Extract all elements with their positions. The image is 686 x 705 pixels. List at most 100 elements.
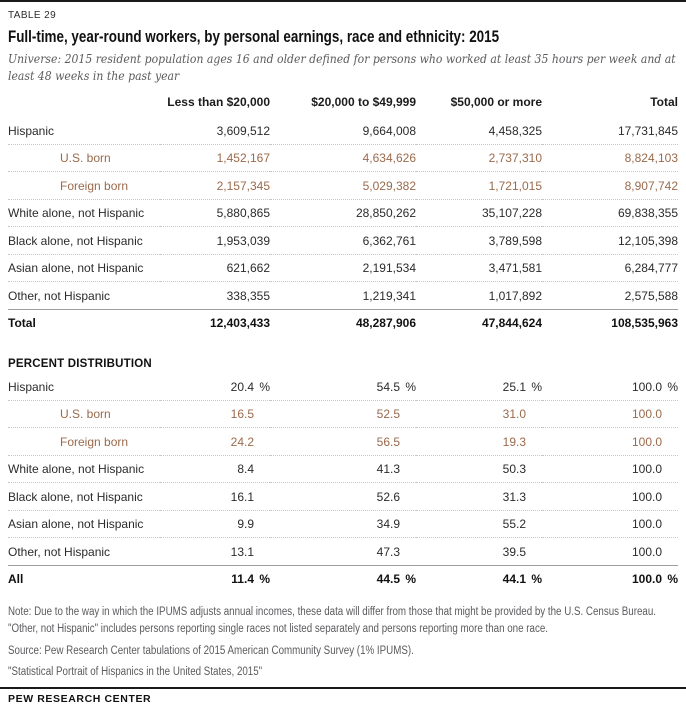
column-header: Less than $20,000	[167, 95, 270, 109]
cell-value: 56.5	[270, 427, 416, 455]
cell-value: 100.0	[542, 427, 678, 455]
table-row: Hispanic 20.4% 54.5% 25.1% 100.0%	[8, 373, 678, 400]
cell-value: 9,664,008	[362, 123, 416, 138]
row-label: White alone, not Hispanic	[8, 198, 160, 227]
cell-value: 52.6	[270, 482, 416, 510]
cell-value: 3,609,512	[216, 123, 270, 138]
cell-value: 39.5	[416, 537, 542, 565]
row-label: Black alone, not Hispanic	[8, 226, 160, 254]
cell-value: 19.3	[416, 427, 542, 455]
cell-value: 100.0	[542, 454, 678, 483]
percent-table-body: Hispanic 20.4% 54.5% 25.1% 100.0% U.S. born 16…	[8, 373, 678, 592]
cell-value: 100.0	[542, 482, 678, 510]
table-row: All 11.4% 44.5% 44.1% 100.0%	[8, 564, 678, 592]
page-title: Full-time, year-round workers, by person…	[8, 27, 500, 46]
report-page: TABLE 29 Full-time, year-round workers, …	[0, 10, 686, 705]
table-row: Other, not Hispanic 13.1 47.3 39.5 100.0	[8, 537, 678, 565]
row-label: Asian alone, not Hispanic	[8, 509, 160, 538]
table-row: Other, not Hispanic 338,355 1,219,341 1,017…	[8, 281, 678, 309]
cell-value: 6,284,777	[542, 253, 678, 282]
cell-value: 9.9	[160, 509, 270, 538]
cell-value: 55.2	[416, 509, 542, 538]
cell-value: 100.0%	[542, 564, 678, 592]
cell-value: 13.1	[160, 537, 270, 565]
cell-value: 16.5	[160, 399, 270, 428]
cell-value: 17,731,845	[617, 123, 678, 138]
table-row: Foreign born 24.2 56.5 19.3 100.0	[8, 427, 678, 455]
cell-value: 100.0	[542, 509, 678, 538]
cell-value: 5,029,382	[270, 171, 416, 199]
cell-value: 8,824,103	[542, 143, 678, 172]
cell-value: 4,634,626	[270, 143, 416, 172]
row-label: Other, not Hispanic	[8, 537, 160, 565]
percent-sign: %	[531, 572, 542, 586]
cell-value: 35,107,228	[416, 198, 542, 227]
cell-value: 8.4	[160, 454, 270, 483]
percent-section-title: PERCENT DISTRIBUTION	[8, 358, 152, 370]
cell-value: 338,355	[160, 281, 270, 309]
cell-value: 41.3	[270, 454, 416, 483]
column-header: Total	[650, 95, 678, 109]
cell-value: 1,721,015	[416, 171, 542, 199]
cell-value: 2,575,588	[542, 281, 678, 309]
row-label: All	[8, 564, 160, 592]
cell-value: 16.1	[160, 482, 270, 510]
page-top-rule	[0, 0, 686, 2]
row-label: Hispanic	[8, 379, 55, 394]
table-row: Black alone, not Hispanic 1,953,039 6,362,…	[8, 226, 678, 254]
row-label: Foreign born	[8, 171, 160, 199]
cell-value: 31.0	[416, 399, 542, 428]
cell-value: 20.4%	[230, 379, 270, 394]
cell-value: 52.5	[270, 399, 416, 428]
cell-value: 11.4%	[160, 564, 270, 592]
cell-value: 31.3	[416, 482, 542, 510]
percent-sign: %	[405, 379, 416, 394]
universe-note: Universe: 2015 resident population ages …	[8, 51, 676, 83]
table-row: Foreign born 2,157,345 5,029,382 1,721,015 8…	[8, 171, 678, 199]
cell-value: 12,403,433	[160, 308, 270, 336]
percent-sign: %	[405, 572, 416, 586]
row-label: White alone, not Hispanic	[8, 454, 160, 483]
table-row: Asian alone, not Hispanic 9.9 34.9 55.2 100.…	[8, 509, 678, 538]
table-row: Hispanic 3,609,512 9,664,008 4,458,325 17,73…	[8, 117, 678, 144]
cell-value: 100.0	[542, 399, 678, 428]
percent-sign: %	[667, 572, 678, 586]
column-header-empty	[8, 91, 160, 117]
cell-value: 4,458,325	[488, 123, 542, 138]
row-label: Other, not Hispanic	[8, 281, 160, 309]
row-label: U.S. born	[8, 143, 160, 172]
table-row: White alone, not Hispanic 5,880,865 28,850…	[8, 198, 678, 227]
cell-value: 47,844,624	[416, 308, 542, 336]
footnote: Note: Due to the way in which the IPUMS …	[8, 606, 657, 636]
cell-value: 48,287,906	[270, 308, 416, 336]
table-row: White alone, not Hispanic 8.4 41.3 50.3 100.…	[8, 454, 678, 483]
cell-value: 54.5%	[376, 379, 416, 394]
row-label: Black alone, not Hispanic	[8, 482, 160, 510]
counts-table: Less than $20,000 $20,000 to $49,999 $50,0…	[8, 91, 678, 336]
cell-value: 100.0%	[631, 379, 678, 394]
percent-table: Hispanic 20.4% 54.5% 25.1% 100.0% U.S. born 16…	[8, 373, 678, 592]
counts-table-body: Hispanic 3,609,512 9,664,008 4,458,325 17,73…	[8, 117, 678, 336]
row-label: Foreign born	[8, 427, 160, 455]
column-header: $50,000 or more	[450, 95, 542, 109]
counts-table-header: Less than $20,000 $20,000 to $49,999 $50,0…	[8, 91, 678, 117]
row-label: Asian alone, not Hispanic	[8, 253, 160, 282]
cell-value: 25.1%	[502, 379, 542, 394]
table-row: U.S. born 16.5 52.5 31.0 100.0	[8, 399, 678, 428]
cell-value: 6,362,761	[270, 226, 416, 254]
cell-value: 1,953,039	[160, 226, 270, 254]
cell-value: 34.9	[270, 509, 416, 538]
cell-value: 3,789,598	[416, 226, 542, 254]
cell-value: 1,219,341	[270, 281, 416, 309]
cell-value: 50.3	[416, 454, 542, 483]
cell-value: 24.2	[160, 427, 270, 455]
page-bottom-rule	[0, 687, 686, 689]
cell-value: 69,838,355	[542, 198, 678, 227]
cell-value: 2,157,345	[160, 171, 270, 199]
percent-sign: %	[259, 379, 270, 394]
percent-sign: %	[531, 379, 542, 394]
table-row: Total 12,403,433 48,287,906 47,844,624 108,5…	[8, 308, 678, 336]
cell-value: 8,907,742	[542, 171, 678, 199]
cell-value: 2,737,310	[416, 143, 542, 172]
header-row: Less than $20,000 $20,000 to $49,999 $50,0…	[8, 91, 678, 117]
